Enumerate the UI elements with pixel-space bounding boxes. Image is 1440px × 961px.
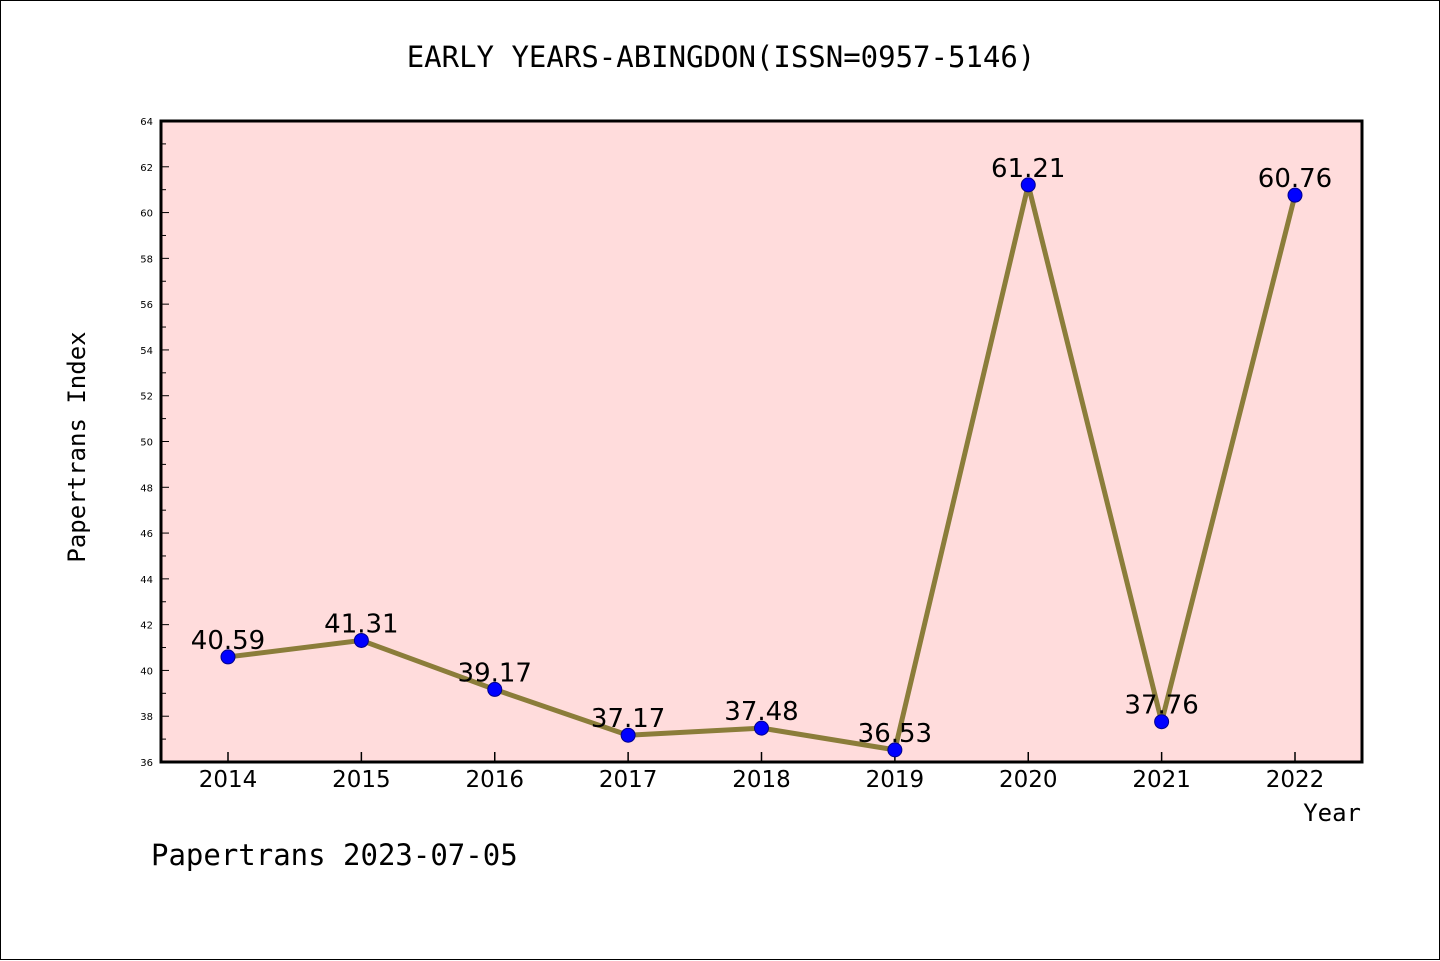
x-tick-label: 2020 bbox=[999, 767, 1058, 793]
data-point bbox=[754, 720, 769, 736]
data-point bbox=[220, 649, 236, 665]
data-label: 40.59 bbox=[191, 626, 265, 656]
data-point bbox=[620, 727, 636, 743]
y-axis: 36 38 40 42 44 46 48 50 52 54 56 58 60 62 64 bbox=[140, 117, 169, 769]
data-label: 39.17 bbox=[458, 658, 532, 688]
y-tick-label: 58 bbox=[140, 254, 153, 265]
x-tick-label: 2016 bbox=[465, 767, 524, 793]
data-point bbox=[1020, 177, 1036, 193]
y-tick-label: 54 bbox=[140, 346, 153, 357]
footer-credit: Papertrans 2023-07-05 bbox=[151, 838, 518, 872]
data-point bbox=[887, 742, 903, 758]
y-tick-label: 44 bbox=[140, 575, 153, 586]
x-tick-label: 2021 bbox=[1132, 767, 1191, 793]
y-tick-label: 62 bbox=[140, 163, 153, 174]
x-tick-label: 2014 bbox=[199, 767, 258, 793]
y-tick-label: 48 bbox=[140, 483, 153, 494]
data-label: 37.17 bbox=[591, 704, 665, 734]
data-point bbox=[353, 632, 369, 648]
data-label: 36.53 bbox=[858, 719, 932, 749]
data-label: 37.76 bbox=[1124, 691, 1198, 721]
data-point bbox=[487, 681, 503, 697]
y-tick-label: 60 bbox=[140, 209, 153, 220]
x-tick-label: 2015 bbox=[332, 767, 391, 793]
y-tick-label: 64 bbox=[140, 117, 153, 128]
data-label: 61.21 bbox=[991, 154, 1065, 184]
data-point bbox=[1154, 714, 1170, 730]
chart-title: EARLY YEARS-ABINGDON(ISSN=0957-5146) bbox=[407, 40, 1036, 74]
y-tick-label: 52 bbox=[140, 392, 153, 403]
x-tick-label: 2018 bbox=[732, 767, 791, 793]
data-label: 60.76 bbox=[1258, 164, 1332, 194]
y-tick-label: 50 bbox=[140, 438, 153, 449]
y-axis-label: Papertrans Index bbox=[63, 331, 91, 562]
y-tick-label: 38 bbox=[140, 712, 153, 723]
data-point bbox=[1287, 187, 1303, 203]
data-label: 41.31 bbox=[324, 609, 398, 639]
x-tick-label: 2022 bbox=[1266, 767, 1325, 793]
data-label: 37.48 bbox=[724, 697, 798, 727]
y-tick-label: 42 bbox=[140, 621, 153, 632]
x-tick-label: 2017 bbox=[599, 767, 658, 793]
y-tick-label: 36 bbox=[140, 758, 153, 769]
data-labels-group: 40.59 41.31 39.17 37.17 37.48 36.53 61.21 37.76… bbox=[191, 154, 1332, 749]
x-axis: 2014 2015 2016 2017 2018 2019 2020 2021 2022 bbox=[199, 752, 1325, 793]
y-tick-label: 46 bbox=[140, 529, 153, 540]
y-tick-label: 40 bbox=[140, 666, 153, 677]
x-tick-label: 2019 bbox=[866, 767, 925, 793]
plot-area bbox=[159, 119, 1364, 764]
x-axis-label: Year bbox=[1303, 799, 1361, 827]
markers-group bbox=[220, 177, 1303, 758]
y-tick-label: 56 bbox=[140, 300, 153, 311]
